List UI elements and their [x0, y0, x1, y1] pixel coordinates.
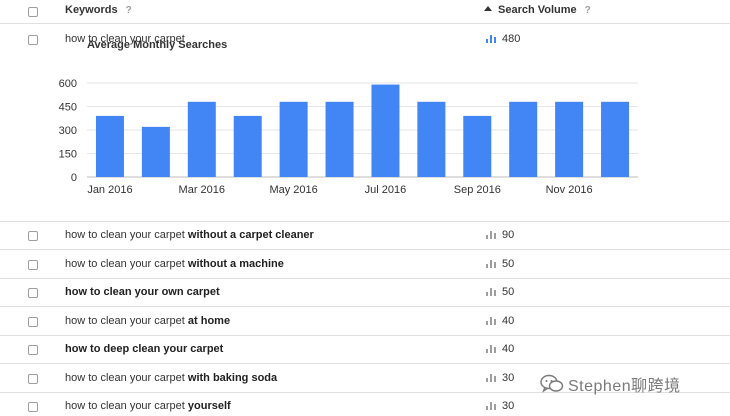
table-row: how to clean your carpet at home 40 [0, 308, 730, 336]
table-row: how to clean your carpet without a machi… [0, 251, 730, 279]
keyword-plain-text: how to clean your carpet [65, 400, 188, 412]
chart-bar-dec-2016[interactable] [601, 101, 630, 177]
select-all-checkbox[interactable] [28, 7, 38, 17]
search-volume-value: 50 [502, 257, 515, 270]
row-checkbox[interactable] [28, 231, 38, 241]
search-volume-help-icon[interactable]: ? [584, 5, 591, 16]
wechat-icon [540, 374, 564, 393]
bar-chart-icon[interactable] [486, 373, 496, 382]
bar-chart-icon[interactable] [486, 401, 496, 410]
keyword-bold-text: at home [187, 314, 231, 327]
search-volume-cell: 480 [486, 33, 520, 45]
search-volume-cell: 40 [486, 315, 514, 327]
keyword-bold-text: without a carpet cleaner [187, 229, 314, 241]
row-checkbox[interactable] [28, 345, 38, 355]
row-checkbox[interactable] [28, 35, 38, 45]
search-volume-cell: 40 [486, 343, 514, 355]
table-row: how to clean your carpet with baking sod… [0, 365, 730, 393]
chart-bar-feb-2016[interactable] [141, 126, 170, 177]
keyword-text: how to clean your carpet at home [65, 315, 230, 327]
keyword-bold-text: yourself [187, 400, 231, 412]
row-checkbox[interactable] [28, 373, 38, 384]
chart-bar-oct-2016[interactable] [509, 101, 538, 177]
keyword-bold-text: how to deep clean your carpet [65, 343, 224, 355]
watermark: Stephen聊跨境 [540, 373, 681, 395]
keyword-plain-text: how to clean your carpet [65, 314, 188, 327]
sort-ascending-icon [484, 6, 492, 11]
chart-bar-jan-2016[interactable] [95, 115, 124, 177]
keyword-bold-text: with baking soda [187, 371, 278, 384]
keywords-help-icon[interactable]: ? [125, 5, 132, 16]
chart-bar-nov-2016[interactable] [555, 101, 584, 177]
bar-chart-icon[interactable] [486, 316, 496, 325]
monthly-searches-chart: 0 150 300 450 600 Jan 2016 Mar 2016 May 2016 Ju… [59, 78, 638, 196]
search-volume-value: 30 [502, 371, 515, 384]
y-tick-label: 300 [59, 125, 77, 137]
table-row: how to clean your carpet without a carpe… [0, 222, 730, 250]
search-volume-value: 480 [502, 33, 521, 45]
search-volume-cell: 30 [486, 372, 514, 384]
keyword-text: how to clean your carpet with baking sod… [65, 372, 277, 384]
chart-bar-sep-2016[interactable] [463, 115, 492, 177]
keyword-text: how to clean your carpet [65, 33, 185, 45]
search-volume-cell: 50 [486, 286, 514, 298]
chart-title: Average Monthly Searches [87, 39, 228, 51]
search-volume-value: 50 [502, 286, 515, 298]
keyword-text: how to deep clean your carpet [65, 343, 223, 355]
y-tick-label: 0 [71, 172, 77, 184]
x-tick-label: Jan 2016 [87, 184, 132, 196]
search-volume-value: 30 [502, 400, 515, 412]
expanded-keyword-row: how to clean your carpet 480 [0, 24, 730, 222]
table-header: Keywords? Search Volume? [0, 0, 730, 24]
bar-chart-icon[interactable] [486, 344, 496, 353]
table-row: how to deep clean your carpet 40 [0, 336, 730, 364]
row-checkbox[interactable] [28, 402, 38, 412]
keyword-plain-text: how to clean your carpet [65, 371, 188, 384]
keyword-text: how to clean your carpet without a machi… [65, 258, 284, 270]
search-volume-cell: 90 [486, 229, 514, 241]
watermark-text: Stephen聊跨境 [568, 378, 681, 395]
chart-bar-mar-2016[interactable] [187, 101, 216, 177]
table-row: how to clean your carpet yourself 30 [0, 393, 730, 416]
x-tick-label: May 2016 [269, 184, 317, 196]
chart-bar-jun-2016[interactable] [325, 101, 354, 177]
keyword-bold-text: how to clean your own carpet [65, 286, 220, 298]
search-volume-value: 40 [502, 314, 515, 327]
keyword-text: how to clean your carpet without a carpe… [65, 229, 314, 241]
row-checkbox[interactable] [28, 316, 38, 327]
chart-bar-aug-2016[interactable] [417, 101, 446, 177]
keyword-plain-text: how to clean your carpet [65, 257, 188, 270]
chart-bar-jul-2016[interactable] [371, 84, 400, 177]
search-volume-column-header[interactable]: Search Volume? [484, 4, 591, 16]
x-tick-label: Jul 2016 [365, 184, 407, 196]
chart-bar-apr-2016[interactable] [233, 115, 262, 177]
search-volume-value: 90 [502, 229, 515, 241]
keywords-column-header[interactable]: Keywords? [65, 4, 132, 16]
bar-chart-icon[interactable] [486, 259, 496, 268]
x-tick-label: Nov 2016 [546, 184, 593, 196]
keyword-plain-text: how to clean your carpet [65, 229, 188, 241]
x-tick-label: Mar 2016 [179, 184, 225, 196]
keyword-text: how to clean your own carpet [65, 286, 220, 298]
table-row: how to clean your own carpet 50 [0, 279, 730, 307]
x-tick-label: Sep 2016 [454, 184, 501, 196]
bar-chart-icon[interactable] [486, 287, 496, 296]
y-tick-label: 150 [59, 149, 77, 161]
search-volume-value: 40 [502, 343, 515, 355]
y-tick-label: 600 [59, 78, 77, 90]
y-tick-label: 450 [59, 102, 77, 114]
row-checkbox[interactable] [28, 288, 38, 298]
row-checkbox[interactable] [28, 259, 38, 270]
search-volume-cell: 50 [486, 258, 514, 270]
search-volume-cell: 30 [486, 400, 514, 412]
chart-bar-may-2016[interactable] [279, 101, 308, 177]
bar-chart-icon[interactable] [486, 230, 496, 239]
keyword-text: how to clean your carpet yourself [65, 400, 231, 412]
keyword-bold-text: without a machine [187, 257, 284, 270]
bar-chart-icon[interactable] [486, 34, 496, 43]
